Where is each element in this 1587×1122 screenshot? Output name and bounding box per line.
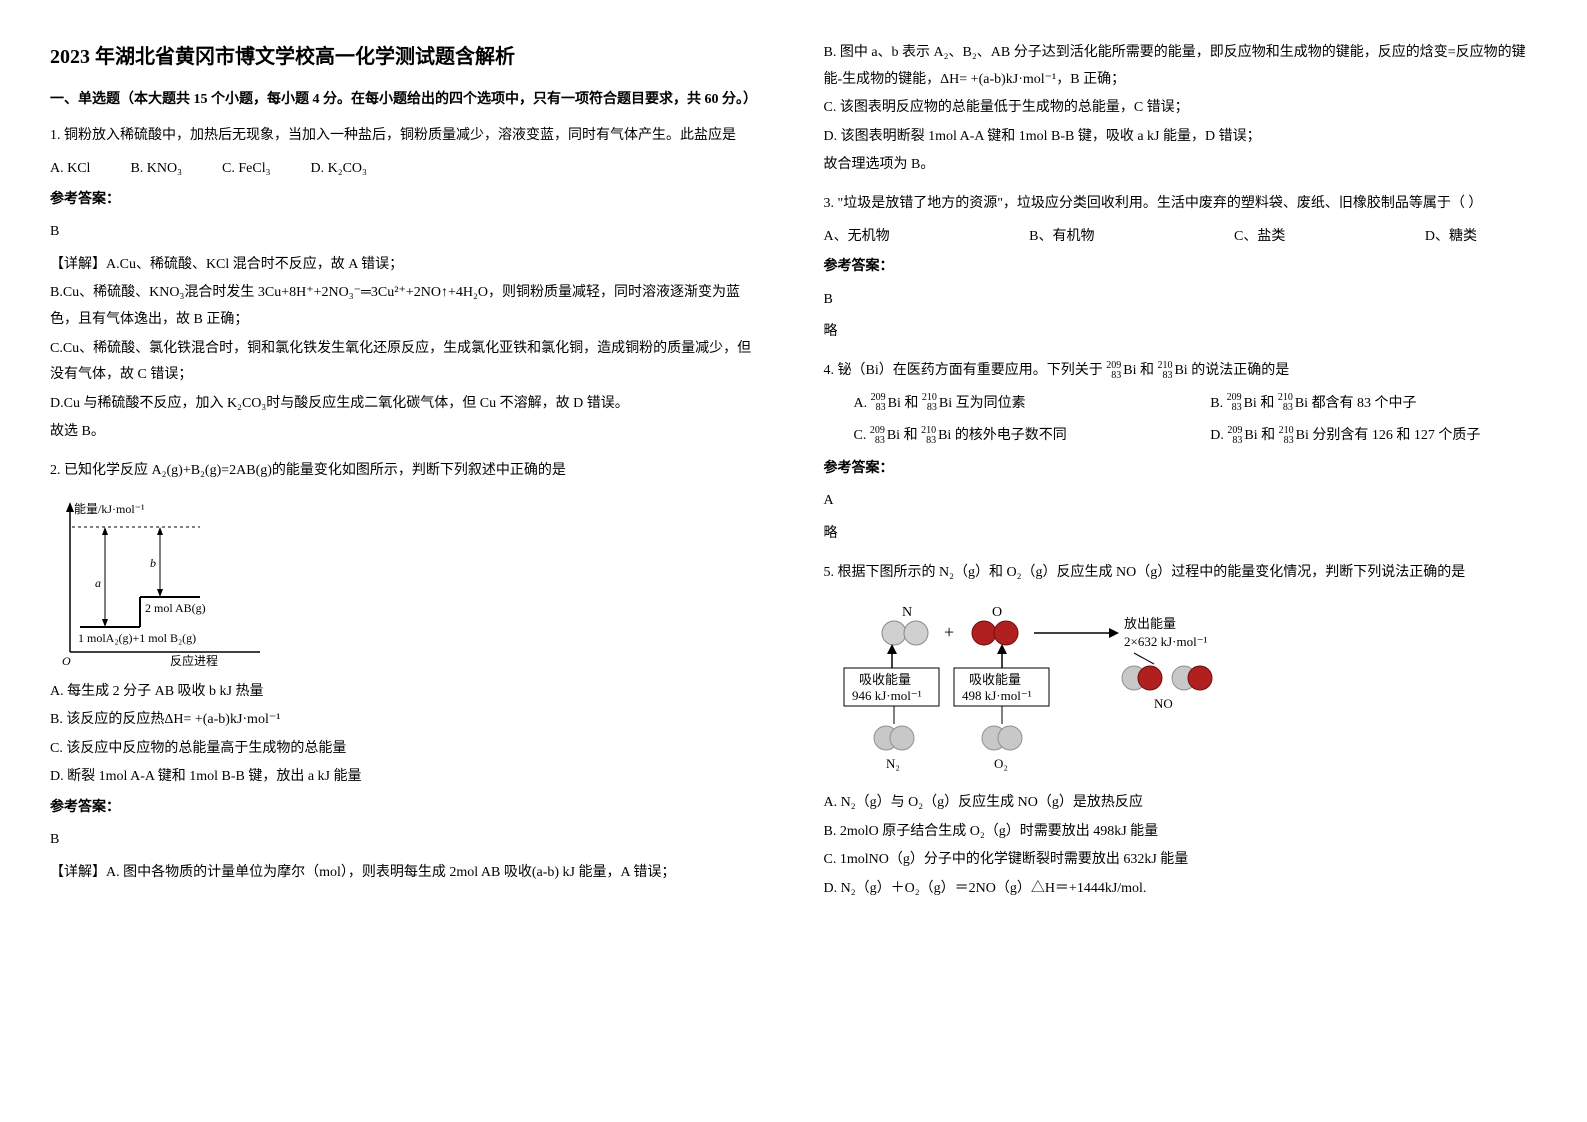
svg-text:能量/kJ·mol⁻¹: 能量/kJ·mol⁻¹ [74, 502, 145, 516]
q4-answer: A [824, 488, 1538, 515]
svg-text:O: O [992, 605, 1002, 620]
svg-text:O₂: O₂ [994, 756, 1008, 771]
svg-text:N: N [902, 605, 912, 620]
svg-text:O: O [62, 654, 71, 667]
q1-answer: B [50, 219, 764, 246]
q1-stem: 1. 铜粉放入稀硫酸中，加热后无现象，当加入一种盐后，铜粉质量减少，溶液变蓝，同… [50, 123, 764, 150]
q1-expl-a: 【详解】A.Cu、稀硫酸、KCl 混合时不反应，故 A 错误； [50, 252, 764, 279]
question-2: 2. 已知化学反应 A₂(g)+B₂(g)=2AB(g)的能量变化如图所示，判断… [50, 458, 764, 887]
question-1: 1. 铜粉放入稀硫酸中，加热后无现象，当加入一种盐后，铜粉质量减少，溶液变蓝，同… [50, 123, 764, 446]
svg-text:a: a [95, 576, 101, 590]
q2-opt-b: B. 该反应的反应热ΔH= +(a-b)kJ·mol⁻¹ [50, 707, 764, 734]
q3-stem: 3. "垃圾是放错了地方的资源"，垃圾应分类回收利用。生活中废弃的塑料袋、废纸、… [824, 191, 1538, 218]
question-4: 4. 铋（Bi）在医药方面有重要应用。下列关于 20983Bi 和 21083B… [824, 358, 1538, 548]
section-1-heading: 一、单选题（本大题共 15 个小题，每小题 4 分。在每小题给出的四个选项中，只… [50, 89, 764, 111]
q4-stem-prefix: 4. 铋（Bi）在医药方面有重要应用。下列关于 [824, 363, 1107, 378]
q4-expl: 略 [824, 521, 1538, 548]
q4-opt-a: A. 20983Bi 和 21083Bi 互为同位素 [854, 391, 1181, 418]
q2-expl-d: D. 该图表明断裂 1mol A-A 键和 1mol B-B 键，吸收 a kJ… [824, 124, 1538, 151]
bi-symbol-2: Bi [1174, 363, 1187, 378]
q5-stem: 5. 根据下图所示的 N₂（g）和 O₂（g）反应生成 NO（g）过程中的能量变… [824, 560, 1538, 587]
svg-text:+: + [944, 622, 954, 642]
svg-text:吸收能量: 吸收能量 [859, 672, 911, 687]
q3-opt-d: D、糖类 [1425, 224, 1477, 251]
svg-text:498 kJ·mol⁻¹: 498 kJ·mol⁻¹ [962, 688, 1032, 703]
q3-expl: 略 [824, 319, 1538, 346]
q3-options: A、无机物 B、有机物 C、盐类 D、糖类 [824, 224, 1538, 251]
q4-opt-b: B. 20983Bi 和 21083Bi 都含有 83 个中子 [1210, 391, 1537, 418]
q3-answer: B [824, 287, 1538, 314]
isotope-209-icon: 20983 [1106, 361, 1121, 381]
q2-answer-label: 参考答案： [50, 795, 764, 822]
q2-answer: B [50, 827, 764, 854]
svg-text:吸收能量: 吸收能量 [969, 672, 1021, 687]
q5-opt-a: A. N₂（g）与 O₂（g）反应生成 NO（g）是放热反应 [824, 790, 1538, 817]
q4-stem: 4. 铋（Bi）在医药方面有重要应用。下列关于 20983Bi 和 21083B… [824, 358, 1538, 385]
q3-opt-a: A、无机物 [824, 224, 890, 251]
q2-stem: 2. 已知化学反应 A₂(g)+B₂(g)=2AB(g)的能量变化如图所示，判断… [50, 458, 764, 485]
q4-answer-label: 参考答案： [824, 456, 1538, 483]
bi-symbol: Bi [1123, 363, 1136, 378]
q5-opt-d: D. N₂（g）＋O₂（g）＝2NO（g）△H＝+1444kJ/mol. [824, 876, 1538, 903]
q1-options: A. KCl B. KNO₃ C. FeCl₃ D. K₂CO₃ [50, 156, 764, 183]
svg-text:946 kJ·mol⁻¹: 946 kJ·mol⁻¹ [852, 688, 922, 703]
q2-energy-diagram: 能量/kJ·mol⁻¹ O 反应进程 a [50, 497, 764, 667]
q5-opt-b: B. 2molO 原子结合生成 O₂（g）时需要放出 498kJ 能量 [824, 819, 1538, 846]
svg-text:反应进程: 反应进程 [170, 653, 218, 667]
q1-expl-d: D.Cu 与稀硫酸不反应，加入 K₂CO₃时与酸反应生成二氧化碳气体，但 Cu … [50, 391, 764, 418]
q3-opt-b: B、有机物 [1029, 224, 1094, 251]
q4-opt-c: C. 20983Bi 和 21083Bi 的核外电子数不同 [854, 423, 1181, 450]
q2-expl-b: B. 图中 a、b 表示 A₂、B₂、AB 分子达到活化能所需要的能量，即反应物… [824, 40, 1538, 93]
q2-expl-c: C. 该图表明反应物的总能量低于生成物的总能量，C 错误； [824, 95, 1538, 122]
q4-opt-d: D. 20983Bi 和 21083Bi 分别含有 126 和 127 个质子 [1210, 423, 1537, 450]
document-title: 2023 年湖北省黄冈市博文学校高一化学测试题含解析 [50, 40, 764, 69]
q2-opt-a: A. 每生成 2 分子 AB 吸收 b kJ 热量 [50, 679, 764, 706]
isotope-210-icon: 21083 [1157, 361, 1172, 381]
q2-opt-c: C. 该反应中反应物的总能量高于生成物的总能量 [50, 736, 764, 763]
q4-stem-suffix: 的说法正确的是 [1191, 363, 1289, 378]
right-column: B. 图中 a、b 表示 A₂、B₂、AB 分子达到活化能所需要的能量，即反应物… [824, 40, 1538, 914]
svg-text:1 molA₂(g)+1 mol B₂(g): 1 molA₂(g)+1 mol B₂(g) [78, 631, 196, 645]
q3-answer-label: 参考答案： [824, 254, 1538, 281]
question-3: 3. "垃圾是放错了地方的资源"，垃圾应分类回收利用。生活中废弃的塑料袋、废纸、… [824, 191, 1538, 346]
question-5: 5. 根据下图所示的 N₂（g）和 O₂（g）反应生成 NO（g）过程中的能量变… [824, 560, 1538, 903]
q2-opt-d: D. 断裂 1mol A-A 键和 1mol B-B 键，放出 a kJ 能量 [50, 764, 764, 791]
q1-opt-c: C. FeCl₃ [222, 156, 270, 183]
svg-text:b: b [150, 556, 156, 570]
q1-expl-end: 故选 B。 [50, 419, 764, 446]
q2-expl-end: 故合理选项为 B。 [824, 152, 1538, 179]
svg-text:放出能量: 放出能量 [1124, 616, 1176, 631]
q1-opt-b: B. KNO₃ [130, 156, 182, 183]
svg-text:2 mol AB(g): 2 mol AB(g) [145, 601, 206, 615]
q1-expl-b: B.Cu、稀硫酸、KNO₃混合时发生 3Cu+8H⁺+2NO₃⁻═3Cu²⁺+2… [50, 280, 764, 333]
q1-answer-label: 参考答案： [50, 187, 764, 214]
svg-text:N₂: N₂ [886, 756, 900, 771]
q5-opt-c: C. 1molNO（g）分子中的化学键断裂时需要放出 632kJ 能量 [824, 847, 1538, 874]
question-2-cont: B. 图中 a、b 表示 A₂、B₂、AB 分子达到活化能所需要的能量，即反应物… [824, 40, 1538, 179]
left-column: 2023 年湖北省黄冈市博文学校高一化学测试题含解析 一、单选题（本大题共 15… [50, 40, 764, 914]
svg-text:2×632 kJ·mol⁻¹: 2×632 kJ·mol⁻¹ [1124, 634, 1208, 649]
q1-expl-c: C.Cu、稀硫酸、氯化铁混合时，铜和氯化铁发生氧化还原反应，生成氯化亚铁和氯化铜… [50, 336, 764, 389]
q2-expl-a: 【详解】A. 图中各物质的计量单位为摩尔（mol），则表明每生成 2mol AB… [50, 860, 764, 887]
q1-opt-a: A. KCl [50, 156, 90, 183]
q4-and: 和 [1140, 363, 1158, 378]
q5-energy-diagram: N + O 放出能量 2×632 kJ·mol⁻¹ 吸收能量 946 kJ·mo… [824, 598, 1538, 778]
svg-text:NO: NO [1154, 696, 1173, 711]
q1-opt-d: D. K₂CO₃ [310, 156, 366, 183]
q3-opt-c: C、盐类 [1234, 224, 1285, 251]
